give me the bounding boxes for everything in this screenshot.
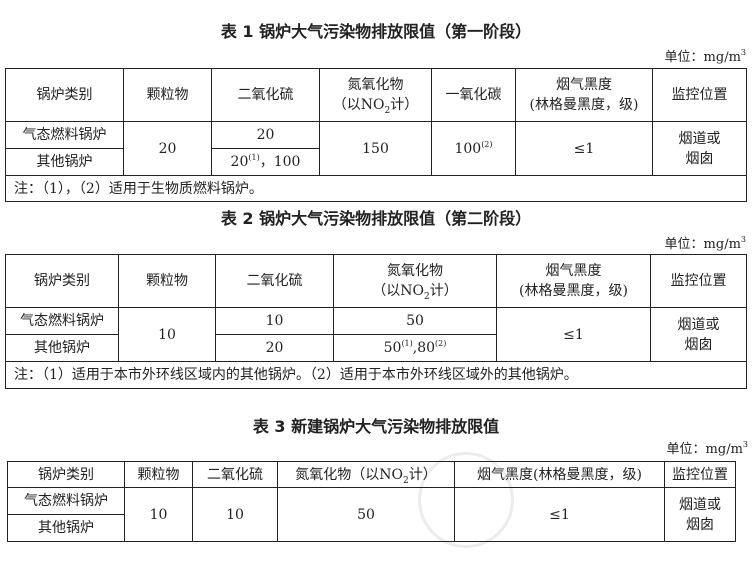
header-so2: 二氧化硫 <box>192 461 278 488</box>
nox-value: 150 <box>319 121 432 176</box>
monitor-value: 烟道或 烟囱 <box>652 121 747 176</box>
table2: 锅炉类别 颗粒物 二氧化硫 氮氧化物 （以NO2计） 烟气黑度 (林格曼黑度，级) … <box>5 254 747 389</box>
row-other: 其他锅炉 <box>7 514 125 542</box>
row-gas: 气态燃料锅炉 <box>7 487 125 515</box>
monitor-value: 烟道或 烟囱 <box>664 487 736 542</box>
smoke-value: ≤1 <box>515 121 653 176</box>
table2-note: 注：（1）适用于本市外环线区域内的其他锅炉。（2）适用于本市外环线区域外的其他锅… <box>5 361 747 389</box>
table1-title: 表 1 锅炉大气污染物排放限值（第一阶段） <box>220 22 532 41</box>
table2-title: 表 2 锅炉大气污染物排放限值（第二阶段） <box>220 209 532 228</box>
so2-gas-value: 20 <box>211 121 320 149</box>
table3-title: 表 3 新建锅炉大气污染物排放限值 <box>252 417 500 436</box>
smoke-value: ≤1 <box>496 307 651 362</box>
so2-other-value: 20 <box>215 334 334 362</box>
header-monitor: 监控位置 <box>650 254 747 308</box>
row-other: 其他锅炉 <box>5 334 119 362</box>
header-so2: 二氧化硫 <box>215 254 334 308</box>
header-nox: 氮氧化物（以NO2计） <box>277 461 455 488</box>
header-type: 锅炉类别 <box>5 254 119 308</box>
header-nox: 氮氧化物（以NO2计） <box>333 254 497 308</box>
nox-other-value: 50(1),80(2) <box>333 334 497 362</box>
header-type: 锅炉类别 <box>7 461 125 488</box>
pm-value: 10 <box>118 307 216 362</box>
header-smoke: 烟气黑度(林格曼黑度，级) <box>496 254 651 308</box>
row-gas: 气态燃料锅炉 <box>5 307 119 335</box>
row-gas: 气态燃料锅炉 <box>5 121 124 149</box>
table1: 锅炉类别 颗粒物 二氧化硫 氮氧化物 （以NO2计） 一氧化碳 烟气黑度 (林格曼黑… <box>5 68 747 202</box>
table3-unit: 单位：mg/m3 <box>666 440 748 458</box>
header-pm: 颗粒物 <box>124 461 193 488</box>
nox-value: 50 <box>277 487 455 542</box>
so2-other-value: 20(1)，100 <box>211 148 320 176</box>
header-nox: 氮氧化物（以NO2计） <box>319 68 432 122</box>
table1-unit: 单位：mg/m3 <box>664 48 746 66</box>
header-co: 一氧化碳 <box>431 68 516 122</box>
nox-gas-value: 50 <box>333 307 497 335</box>
row-other: 其他锅炉 <box>5 148 124 176</box>
header-so2: 二氧化硫 <box>211 68 320 122</box>
table2-unit: 单位：mg/m3 <box>664 235 746 253</box>
header-type: 锅炉类别 <box>5 68 124 122</box>
table3: 锅炉类别 颗粒物 二氧化硫 氮氧化物（以NO2计） 烟气黑度(林格曼黑度，级) … <box>7 461 736 542</box>
table1-note: 注：（1），（2）适用于生物质燃料锅炉。 <box>5 175 747 202</box>
header-monitor: 监控位置 <box>652 68 747 122</box>
so2-gas-value: 10 <box>215 307 334 335</box>
smoke-value: ≤1 <box>454 487 665 542</box>
pm-value: 10 <box>124 487 193 542</box>
header-smoke: 烟气黑度(林格曼黑度，级) <box>454 461 665 488</box>
co-value: 100(2) <box>431 121 516 176</box>
header-smoke: 烟气黑度(林格曼黑度，级) <box>515 68 653 122</box>
monitor-value: 烟道或 烟囱 <box>650 307 747 362</box>
header-pm: 颗粒物 <box>123 68 212 122</box>
so2-value: 10 <box>192 487 278 542</box>
header-pm: 颗粒物 <box>118 254 216 308</box>
pm-value: 20 <box>123 121 212 176</box>
header-monitor: 监控位置 <box>664 461 736 488</box>
